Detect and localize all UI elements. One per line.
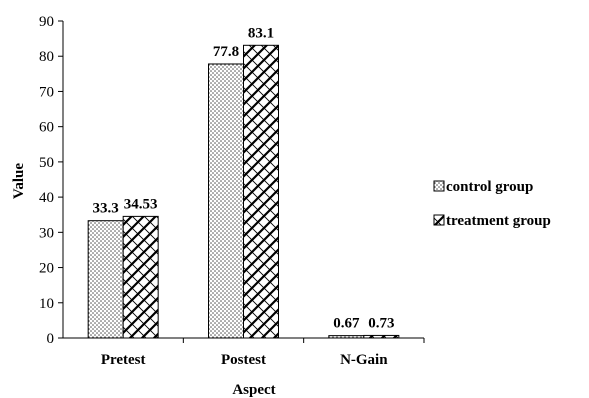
y-tick-label: 40 [39, 190, 54, 206]
y-tick-label: 30 [39, 225, 54, 241]
plot-area: 0 10 20 30 40 50 60 70 80 90 Pretest 33.3 34.53 Poste… [39, 14, 425, 368]
bar-control-group-pretest [87, 220, 124, 339]
y-tick-label: 10 [39, 296, 54, 312]
data-label-control-group-postest: 77.8 [213, 44, 239, 60]
y-tick-label: 90 [39, 14, 54, 30]
legend-item-control-group: control group [433, 179, 533, 195]
y-tick-label: 50 [39, 155, 54, 171]
data-label-treatment-group-postest: 83.1 [248, 25, 274, 41]
bar-treatment-group-postest [243, 44, 279, 339]
y-tick-label: 0 [47, 331, 55, 347]
data-label-treatment-group-n-gain: 0.73 [368, 315, 394, 331]
data-label-control-group-n-gain: 0.67 [333, 316, 360, 332]
bar-control-group-postest [208, 63, 244, 339]
legend: control group treatment group [433, 179, 551, 229]
legend-swatch-control-group [433, 180, 445, 192]
bar-treatment-group-pretest [122, 215, 159, 339]
bar-treatment-group-n-gain [363, 334, 400, 339]
legend-label-treatment-group: treatment group [446, 213, 551, 229]
y-tick-label: 20 [39, 261, 54, 277]
y-tick-label: 70 [39, 84, 54, 100]
y-tick-label: 60 [39, 120, 54, 136]
bar-control-group-n-gain [328, 335, 365, 339]
y-axis-label: Value [11, 163, 27, 199]
data-label-treatment-group-pretest: 34.53 [124, 196, 158, 212]
legend-label-control-group: control group [446, 179, 533, 195]
x-axis-label: Aspect [232, 382, 275, 398]
x-tick-label-postest: Postest [221, 352, 266, 368]
y-tick-label: 80 [39, 49, 54, 65]
data-label-control-group-pretest: 33.3 [93, 201, 119, 217]
legend-item-treatment-group: treatment group [433, 213, 551, 229]
x-tick-label-n-gain: N-Gain [340, 352, 388, 368]
x-tick-label-pretest: Pretest [101, 352, 146, 368]
legend-swatch-treatment-group [433, 214, 445, 226]
